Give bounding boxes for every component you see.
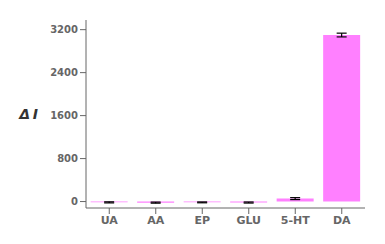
svg-text:0: 0 [71,196,78,207]
svg-text:EP: EP [194,214,210,227]
svg-text:800: 800 [57,153,78,164]
svg-text:UA: UA [101,214,119,227]
svg-text:DA: DA [333,214,351,227]
svg-text:3200: 3200 [50,24,78,35]
svg-text:Δ I: Δ I [18,106,38,122]
svg-text:5-HT: 5-HT [281,214,310,227]
svg-text:2400: 2400 [50,67,78,78]
svg-text:GLU: GLU [236,214,261,227]
svg-text:1600: 1600 [50,110,78,121]
svg-text:AA: AA [147,214,165,227]
